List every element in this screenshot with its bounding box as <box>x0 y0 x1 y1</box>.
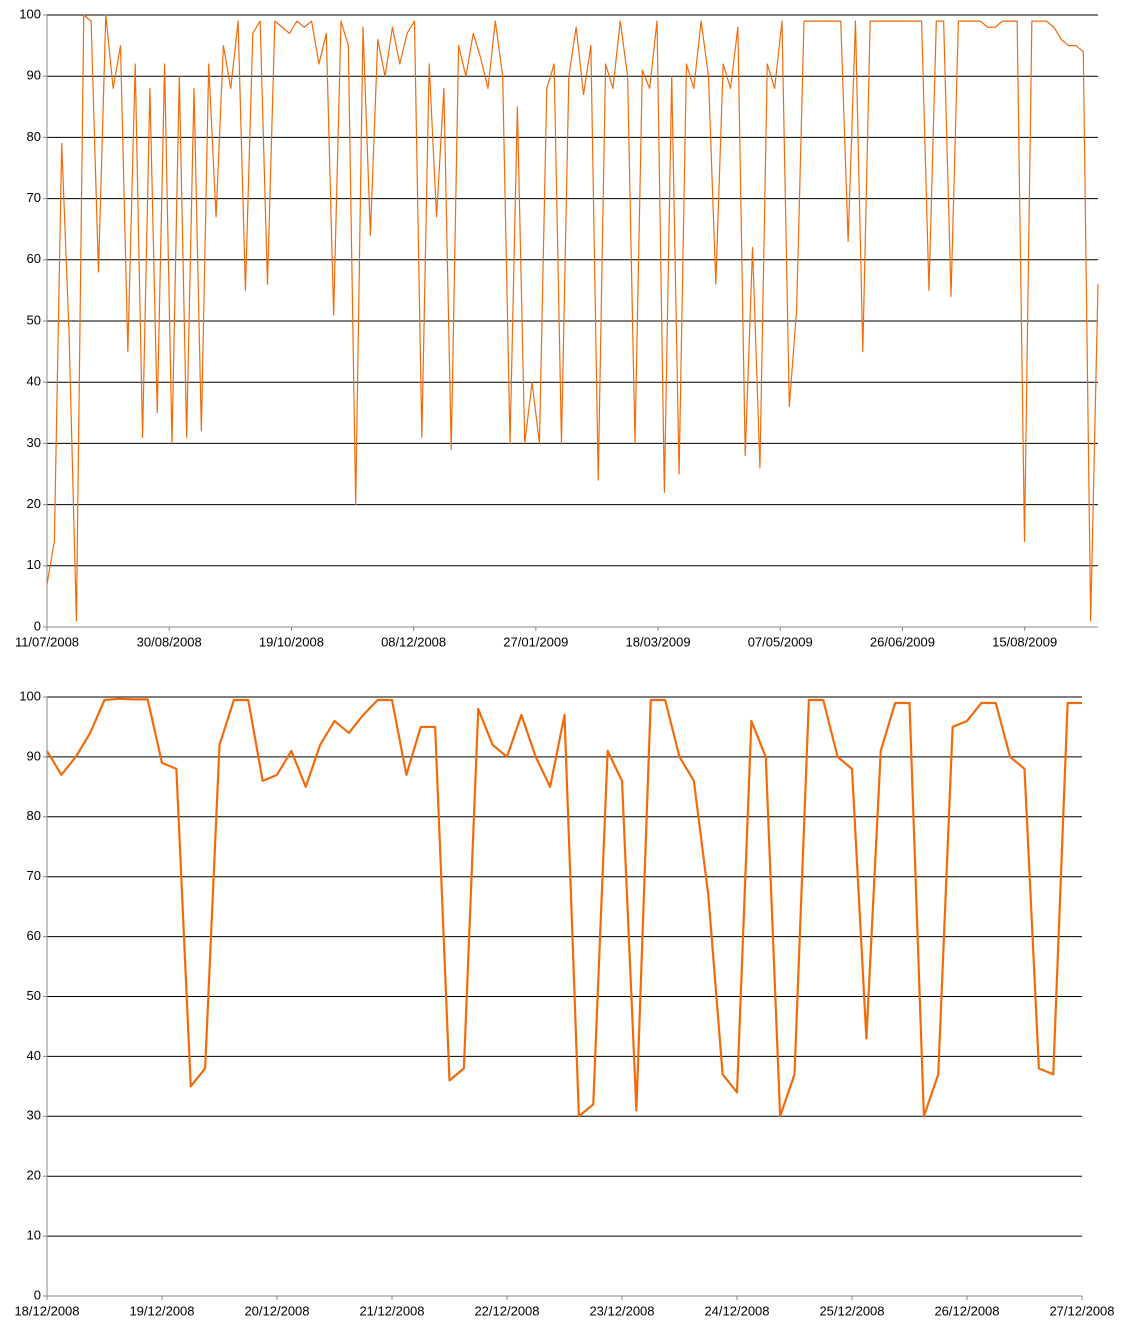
y-tick-label: 30 <box>27 1108 41 1123</box>
y-tick-label: 70 <box>27 868 41 883</box>
x-tick-label: 07/05/2009 <box>748 634 813 649</box>
x-tick-label: 30/08/2008 <box>137 634 202 649</box>
x-tick-label: 24/12/2008 <box>704 1303 769 1318</box>
x-tick-label: 19/12/2008 <box>129 1303 194 1318</box>
x-tick-label: 21/12/2008 <box>359 1303 424 1318</box>
data-line <box>46 14 1099 622</box>
y-tick-label: 10 <box>27 557 41 572</box>
x-tick-label: 22/12/2008 <box>474 1303 539 1318</box>
x-tick-label: 26/06/2009 <box>870 634 935 649</box>
y-tick-label: 0 <box>34 618 41 633</box>
y-tick-label: 40 <box>27 1048 41 1063</box>
y-tick-label: 20 <box>27 496 41 511</box>
y-tick-label: 50 <box>27 312 41 327</box>
y-tick-label: 10 <box>27 1228 41 1243</box>
y-tick-label: 60 <box>27 251 41 266</box>
x-tick-label: 11/07/2008 <box>15 634 79 649</box>
y-tick-label: 100 <box>19 6 41 21</box>
data-line <box>46 697 1082 1118</box>
x-tick-label: 27/12/2008 <box>1049 1303 1114 1318</box>
x-tick-label: 25/12/2008 <box>819 1303 884 1318</box>
x-tick-label: 26/12/2008 <box>934 1303 999 1318</box>
x-tick-label: 08/12/2008 <box>381 634 446 649</box>
y-tick-label: 80 <box>27 129 41 144</box>
y-tick-label: 40 <box>27 374 41 389</box>
x-tick-label: 18/12/2008 <box>14 1303 79 1318</box>
y-tick-label: 0 <box>34 1287 41 1302</box>
x-tick-label: 27/01/2009 <box>503 634 568 649</box>
y-tick-label: 90 <box>27 748 41 763</box>
y-tick-label: 100 <box>19 688 41 703</box>
x-tick-label: 15/08/2009 <box>992 634 1057 649</box>
y-tick-label: 20 <box>27 1168 41 1183</box>
y-tick-label: 80 <box>27 808 41 823</box>
x-tick-label: 18/03/2009 <box>626 634 691 649</box>
y-tick-label: 90 <box>27 68 41 83</box>
y-tick-label: 50 <box>27 988 41 1003</box>
y-tick-label: 30 <box>27 435 41 450</box>
x-tick-label: 20/12/2008 <box>244 1303 309 1318</box>
x-tick-label: 19/10/2008 <box>259 634 324 649</box>
y-tick-label: 60 <box>27 928 41 943</box>
x-tick-label: 23/12/2008 <box>589 1303 654 1318</box>
y-tick-label: 70 <box>27 190 41 205</box>
